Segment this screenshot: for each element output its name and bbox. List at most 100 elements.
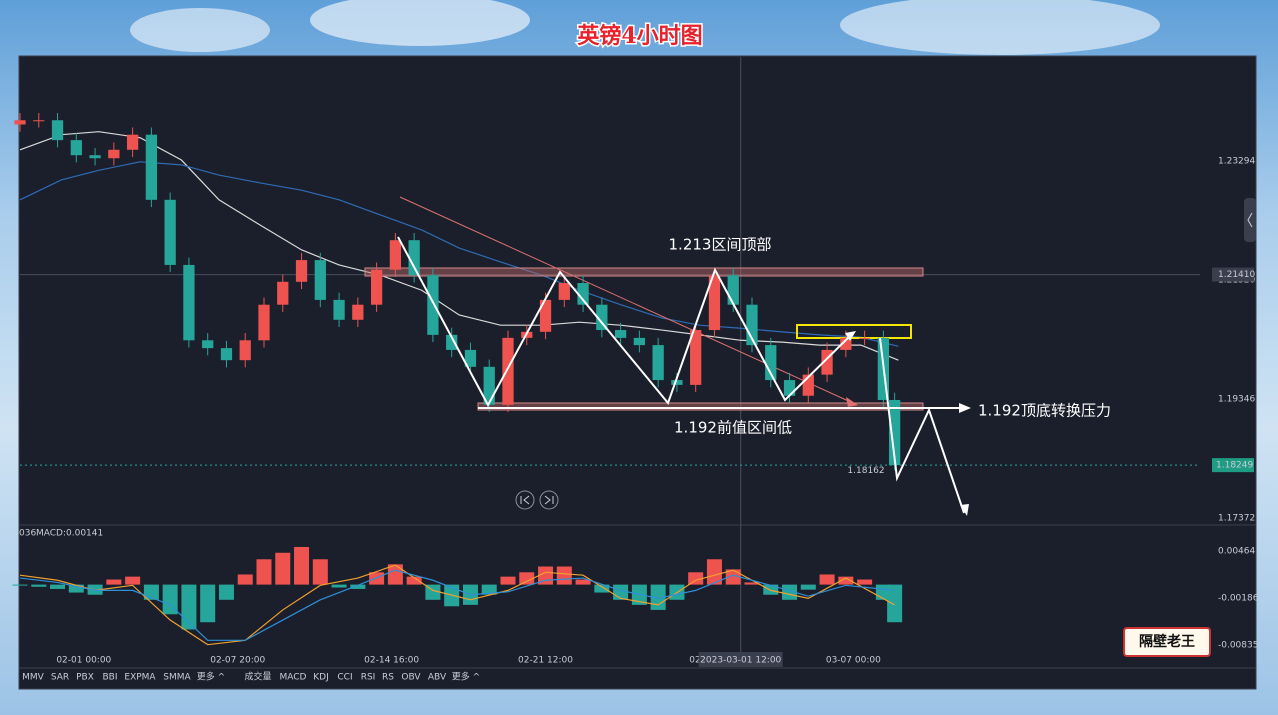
- candle-body: [164, 199, 176, 265]
- macd-bar: [519, 572, 535, 585]
- macd-bar: [838, 576, 854, 585]
- macd-bar: [800, 584, 816, 590]
- candle-body: [33, 120, 45, 122]
- low-label: 1.18162: [847, 466, 884, 476]
- indicator-tab[interactable]: PBX: [76, 673, 94, 683]
- annotation: 1.192顶底转换压力: [978, 402, 1111, 420]
- candle-body: [802, 374, 814, 396]
- candle-body: [464, 349, 477, 367]
- candle-body: [558, 283, 570, 300]
- collapse-tab[interactable]: [1244, 198, 1256, 242]
- y-tick-label: 0.00464: [1218, 547, 1255, 557]
- candle-body: [89, 155, 101, 159]
- macd-bar: [125, 576, 141, 585]
- cloud: [310, 0, 530, 46]
- macd-bar: [162, 584, 178, 615]
- price-line-box: [1212, 267, 1254, 282]
- macd-bar: [650, 584, 666, 610]
- crosshair-box: [698, 652, 783, 667]
- candle-body: [277, 281, 289, 305]
- macd-bar: [500, 576, 516, 585]
- macd-bar: [725, 569, 741, 585]
- candle-body: [652, 345, 664, 381]
- macd-line: [19, 569, 895, 641]
- indicator-tab[interactable]: 更多 ^: [452, 671, 480, 683]
- macd-bar: [782, 584, 798, 600]
- indicator-tab[interactable]: MMV: [22, 673, 45, 683]
- arrowhead: [845, 331, 856, 341]
- candle-body: [539, 299, 552, 332]
- indicator-tab[interactable]: 成交量: [244, 671, 271, 683]
- collapse-icon: [1247, 212, 1253, 228]
- macd-line: [19, 564, 895, 646]
- macd-bar: [294, 546, 310, 585]
- candle-body: [821, 349, 833, 375]
- macd-bar: [613, 584, 629, 600]
- indicator-tab[interactable]: 更多 ^: [197, 671, 225, 683]
- macd-bar: [31, 584, 47, 587]
- macd-bar: [275, 552, 291, 585]
- y-tick-label: -0.00186: [1218, 594, 1259, 604]
- trend-line: [399, 196, 856, 405]
- indicator-tab[interactable]: RS: [382, 673, 394, 683]
- candle-body: [483, 366, 495, 405]
- candle-body: [596, 304, 608, 331]
- arrowhead: [960, 504, 969, 516]
- indicator-tab[interactable]: CCI: [337, 673, 352, 683]
- arrowhead: [959, 403, 971, 413]
- macd-bar: [406, 576, 422, 585]
- candle-body: [671, 380, 683, 385]
- x-tick-label: 02-14 16:00: [364, 656, 419, 666]
- candle-body: [614, 330, 627, 338]
- indicator-tab[interactable]: OBV: [401, 673, 421, 683]
- macd-bar: [387, 564, 403, 585]
- candle-body: [502, 337, 514, 405]
- x-tick-label: 02-21 12:00: [518, 656, 573, 666]
- macd-bar: [706, 559, 722, 585]
- candle-body: [51, 120, 64, 141]
- crosshair-label: 2023-03-01 12:00: [700, 656, 781, 666]
- macd-bar: [312, 559, 328, 585]
- candle-body: [145, 134, 158, 200]
- macd-bar: [763, 584, 779, 595]
- indicator-tab[interactable]: MACD: [280, 673, 307, 683]
- annotation: 1.192前值区间低: [674, 419, 792, 437]
- macd-bar: [68, 584, 84, 593]
- candle-body: [295, 260, 308, 282]
- y-tick-label: 1.19346: [1218, 395, 1255, 405]
- indicator-tab[interactable]: ABV: [428, 673, 447, 683]
- candle-body: [746, 304, 758, 346]
- indicator-tab[interactable]: KDJ: [313, 673, 329, 683]
- candle-body: [577, 283, 589, 305]
- candle-body: [333, 299, 345, 320]
- macd-bar: [369, 572, 385, 585]
- indicator-header: 036: [19, 529, 36, 539]
- candle-body: [690, 330, 702, 385]
- candle-body: [220, 348, 233, 361]
- candle-body: [370, 269, 383, 305]
- next-button[interactable]: [539, 490, 559, 510]
- indicator-tab[interactable]: SAR: [51, 673, 69, 683]
- macd-bar: [218, 584, 234, 600]
- cloud: [840, 0, 1160, 55]
- candle-body: [352, 304, 364, 320]
- macd-bar: [331, 584, 347, 588]
- candle-body: [708, 275, 721, 331]
- indicator-tab[interactable]: EXPMA: [124, 673, 156, 683]
- macd-bar: [688, 572, 704, 585]
- macd-bar: [887, 584, 903, 623]
- macd-bar: [106, 579, 122, 585]
- candle-body: [858, 337, 871, 339]
- brand: 隔壁老王: [1139, 633, 1195, 650]
- prev-button[interactable]: [515, 490, 535, 510]
- indicator-tab[interactable]: BBI: [102, 673, 117, 683]
- macd-bar: [556, 566, 572, 585]
- indicator-tab[interactable]: RSI: [361, 673, 376, 683]
- indicator-tab[interactable]: SMMA: [163, 673, 191, 683]
- macd-bar: [575, 579, 591, 585]
- macd-bar: [350, 584, 366, 589]
- highlight-box: [796, 324, 912, 339]
- indicator-header: MACD:0.00141: [36, 529, 103, 539]
- candle-body: [202, 340, 214, 349]
